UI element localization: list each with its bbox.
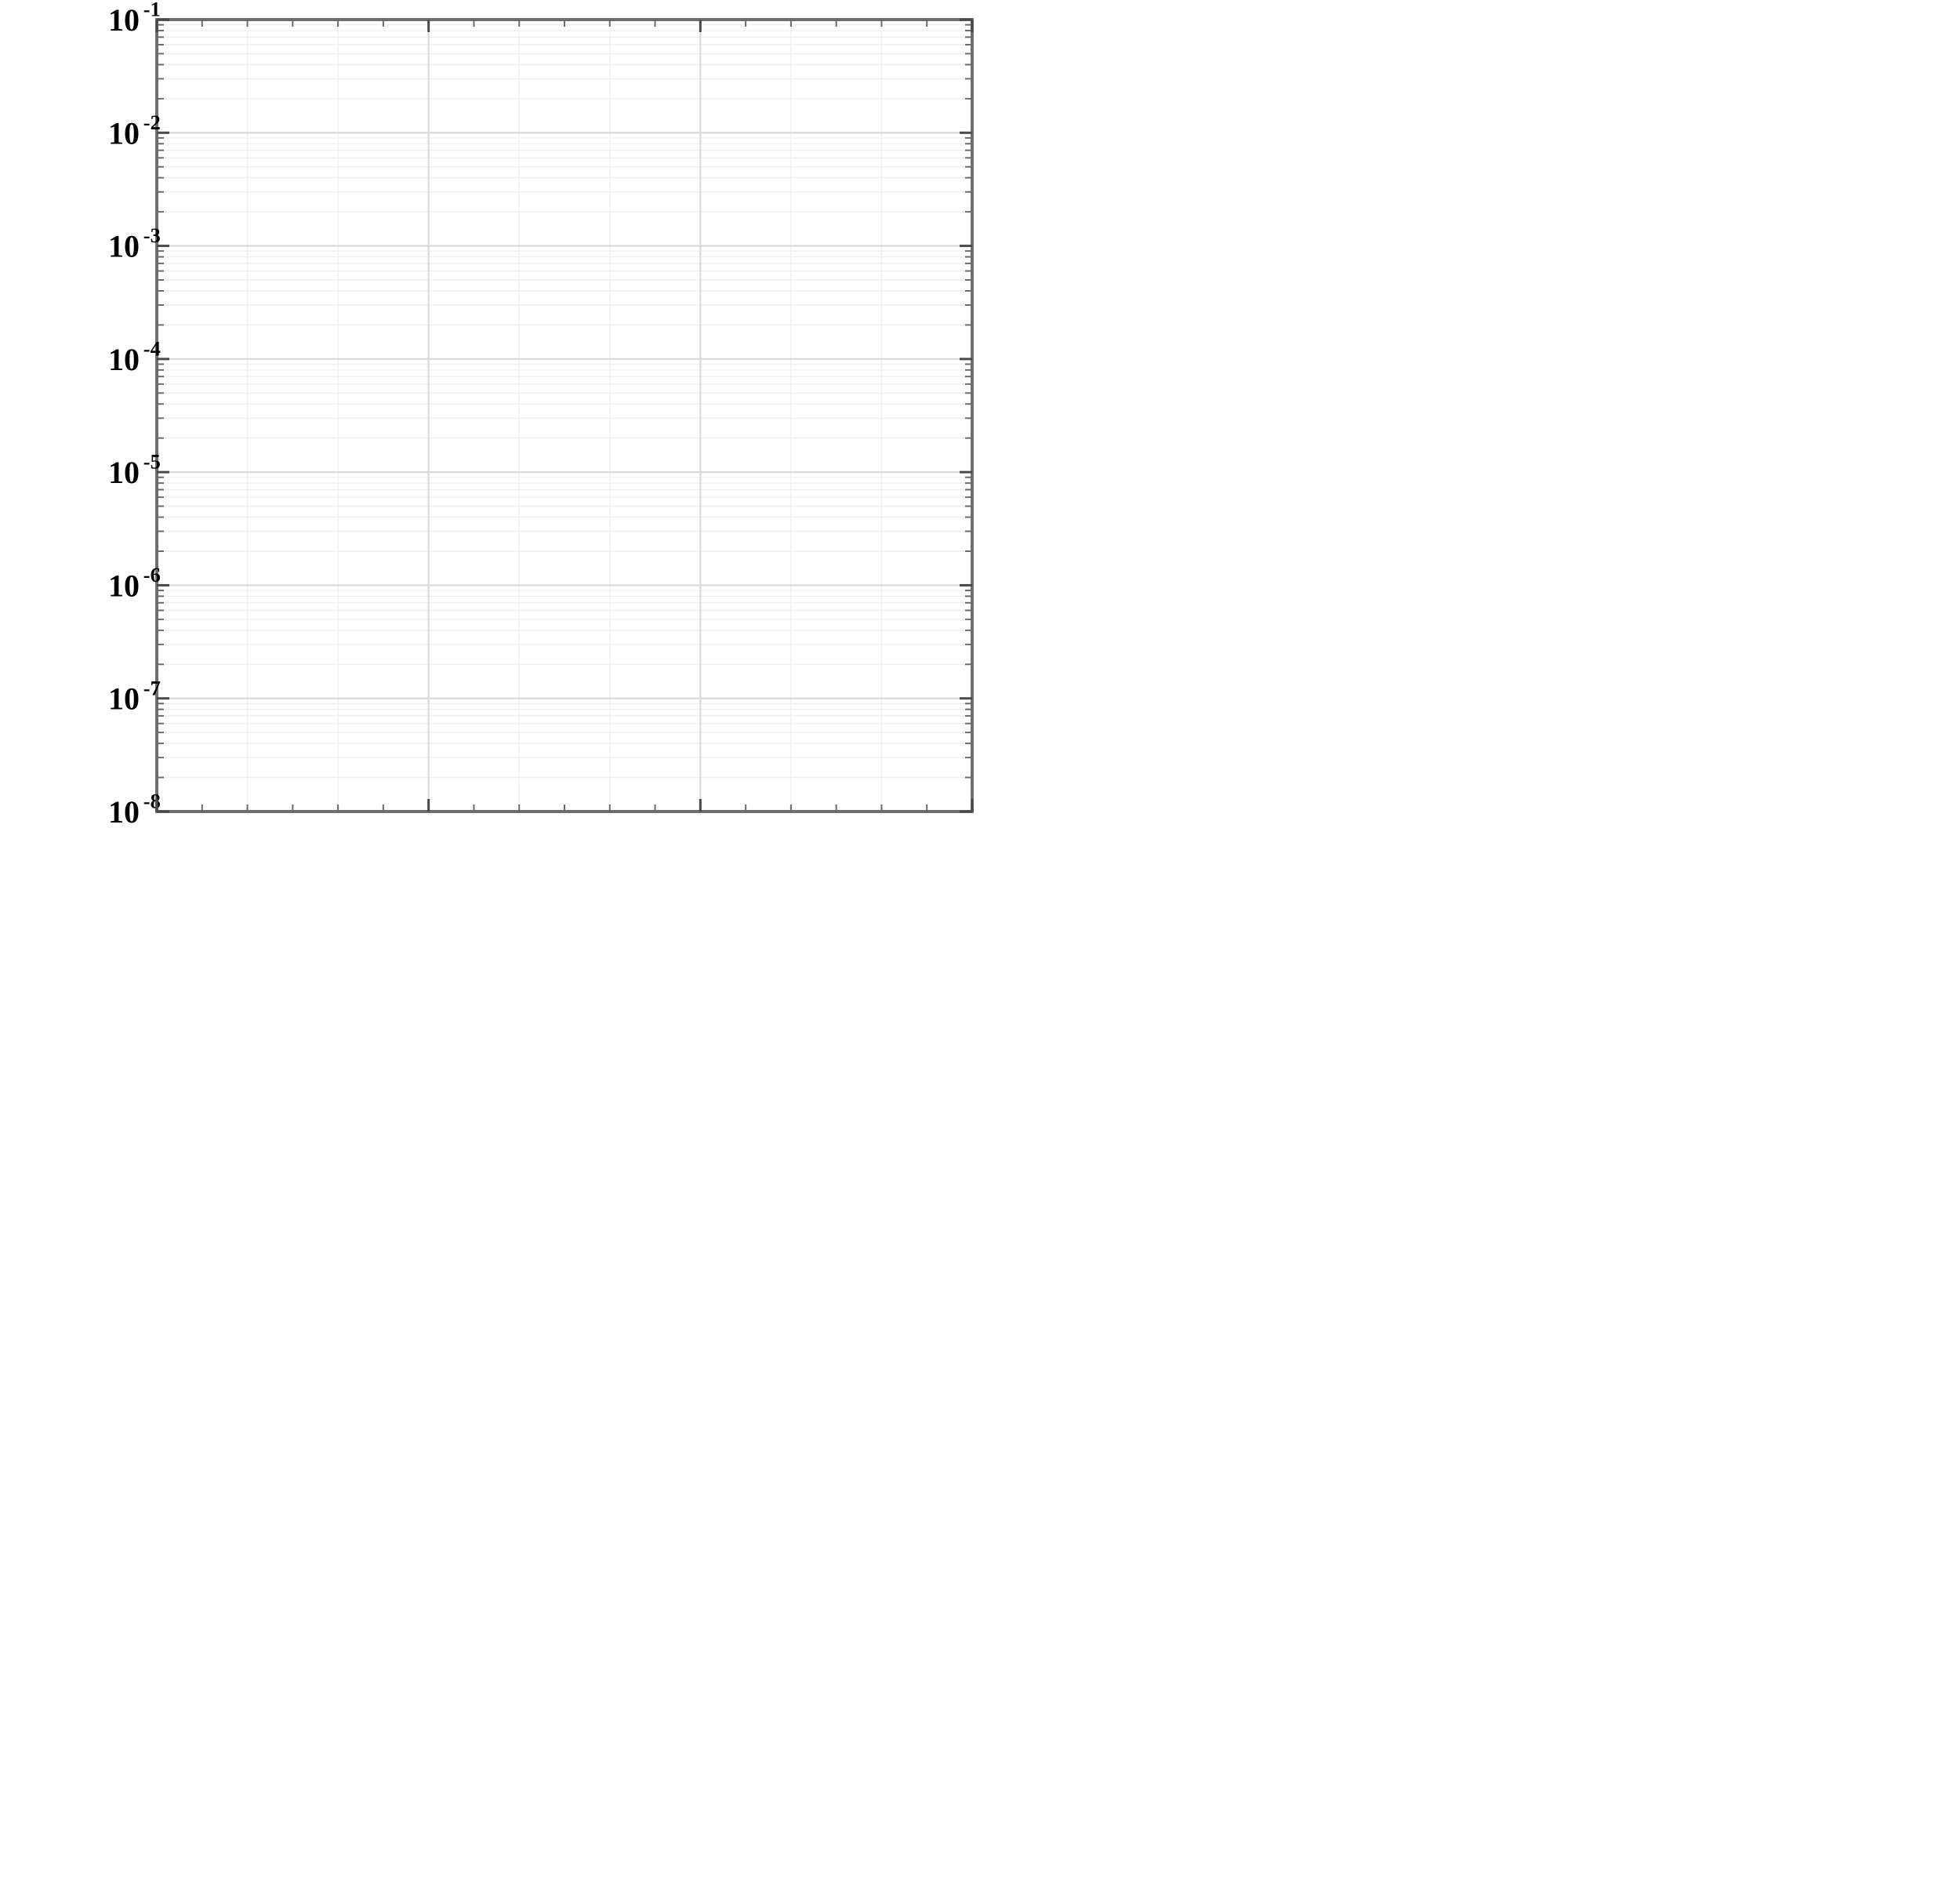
svg-text:10: 10: [108, 342, 140, 377]
svg-text:10: 10: [108, 2, 140, 38]
svg-text:10: 10: [108, 455, 140, 490]
svg-text:-4: -4: [143, 336, 161, 360]
svg-text:10: 10: [108, 568, 140, 603]
svg-text:10: 10: [108, 681, 140, 717]
svg-text:-3: -3: [143, 223, 161, 247]
svg-text:-2: -2: [143, 111, 161, 134]
svg-text:-5: -5: [143, 450, 161, 474]
panel-A: 10-110-210-310-410-510-610-710-8: [108, 0, 974, 830]
svg-text:-1: -1: [143, 0, 161, 21]
svg-text:-7: -7: [143, 676, 161, 699]
minor-grid-A: [157, 20, 972, 812]
svg-text:10: 10: [108, 115, 140, 151]
svg-text:10: 10: [108, 229, 140, 264]
svg-text:-6: -6: [143, 563, 161, 586]
axis-ticks-A: 10-110-210-310-410-510-610-710-8: [108, 0, 974, 830]
svg-text:10: 10: [108, 794, 140, 830]
